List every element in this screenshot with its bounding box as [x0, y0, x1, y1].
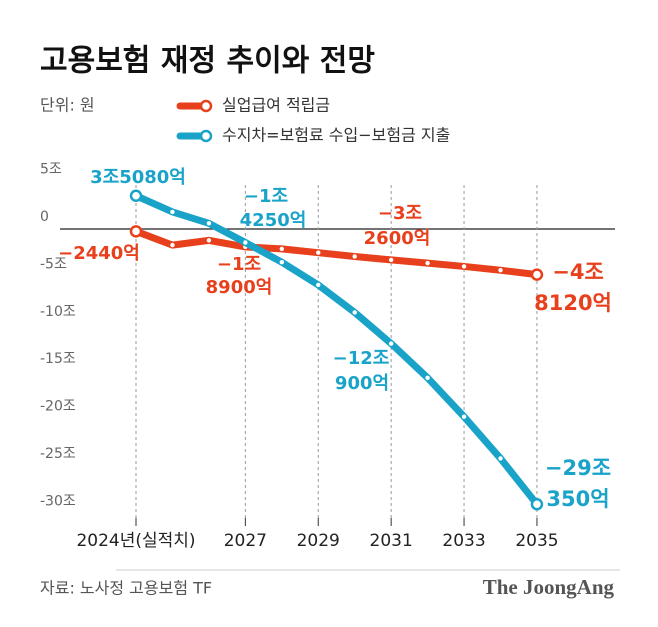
chart-title: 고용보험 재정 추이와 전망	[40, 44, 375, 79]
data-label: −1조	[244, 186, 288, 207]
point-marker	[206, 238, 212, 243]
data-label: 8900억	[206, 277, 273, 298]
point-marker	[170, 242, 175, 248]
data-label: −29조	[545, 456, 611, 480]
point-marker	[170, 209, 175, 215]
point-marker	[461, 264, 467, 269]
x-tick-label: 2027	[224, 531, 267, 551]
x-tick-label: 2024년(실적치)	[76, 531, 195, 551]
point-marker	[316, 250, 321, 255]
data-label: 900억	[335, 373, 389, 394]
point-marker	[352, 310, 357, 315]
point-marker	[129, 189, 143, 202]
point-marker	[316, 282, 321, 288]
point-marker	[530, 268, 544, 281]
data-label: 4250억	[240, 210, 307, 231]
data-label: 8120억	[534, 291, 612, 315]
point-marker	[206, 221, 212, 226]
point-marker	[352, 254, 357, 259]
x-tick-label: 2033	[442, 531, 485, 551]
point-marker	[425, 260, 430, 266]
legend-marker	[199, 129, 213, 143]
y-tick-label: -30조	[40, 493, 76, 509]
series-line	[132, 227, 541, 279]
point-marker	[498, 268, 503, 273]
point-marker	[498, 456, 503, 461]
point-marker	[243, 240, 248, 245]
x-tick-label: 2031	[370, 531, 413, 551]
data-label: 2600억	[364, 228, 431, 249]
point-marker	[279, 259, 284, 265]
data-label: 350억	[546, 487, 609, 511]
logo: The JoongAng	[483, 575, 615, 599]
series-line	[132, 192, 541, 508]
point-marker	[530, 498, 544, 511]
point-marker	[461, 414, 467, 419]
data-label: −3조	[378, 203, 422, 224]
point-marker	[279, 246, 284, 252]
point-marker	[388, 341, 394, 346]
y-tick-label: -25조	[40, 446, 76, 462]
y-tick-label: -15조	[40, 351, 76, 367]
y-tick-label: -20조	[40, 399, 76, 415]
data-label: −1조	[217, 254, 261, 275]
legend-label: 수지차=보험료 수입−보험금 지출	[222, 126, 450, 145]
point-marker	[425, 375, 430, 381]
data-label: 3조5080억	[90, 167, 186, 188]
y-tick-label: -5조	[40, 256, 67, 272]
y-tick-label: 0	[40, 209, 49, 225]
data-label: −2440억	[58, 243, 140, 264]
unit: 단위: 원	[40, 96, 95, 115]
x-tick-label: 2029	[297, 531, 340, 551]
x-tick-label: 2035	[515, 531, 558, 551]
legend-marker	[199, 99, 213, 113]
data-label: −4조	[552, 260, 604, 284]
point-marker	[129, 225, 143, 238]
y-tick-label: -10조	[40, 304, 76, 320]
point-marker	[388, 257, 394, 263]
y-tick-label: 5조	[40, 162, 62, 178]
source: 자료: 노사정 고용보험 TF	[40, 579, 212, 598]
data-label: −12조	[333, 348, 390, 369]
legend-label: 실업급여 적립금	[222, 96, 330, 115]
